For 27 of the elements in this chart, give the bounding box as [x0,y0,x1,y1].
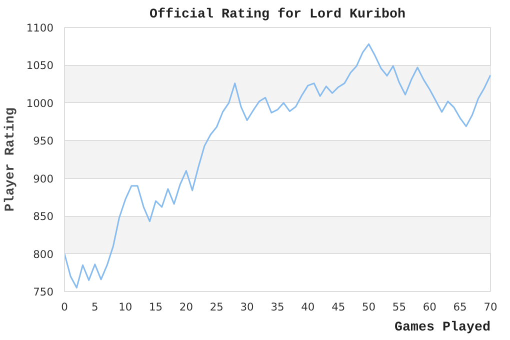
x-tick-label: 55 [392,300,406,314]
x-tick-label: 35 [270,300,284,314]
y-tick-label: 750 [33,286,54,298]
y-tick-label: 1000 [26,96,54,110]
x-tick-label: 10 [118,300,132,314]
x-tick-label: 70 [484,300,498,314]
x-tick-label: 0 [61,300,68,314]
x-tick-label: 30 [240,300,254,314]
x-tick-label: 60 [422,300,437,314]
x-tick-label: 50 [362,300,376,314]
x-tick-label: 65 [453,300,467,314]
x-axis-title: Games Played [394,320,491,336]
y-tick-label: 800 [33,248,54,261]
x-tick-label: 25 [210,300,224,314]
y-axis-title: Player Rating [3,108,18,212]
x-tick-label: 5 [92,300,98,314]
line-series [64,43,490,288]
x-tick-label: 20 [179,300,194,314]
chart-title: Official Rating for Lord Kuriboh [150,8,406,22]
y-tick-label: 900 [33,172,54,186]
y-tick-label: 850 [33,210,54,224]
y-tick-label: 1050 [26,59,54,72]
x-tick-label: 45 [332,300,346,314]
y-tick-label: 950 [33,134,54,148]
x-tick-label: 40 [301,300,315,314]
x-tick-label: 15 [149,300,163,314]
y-tick-label: 1100 [26,22,54,34]
